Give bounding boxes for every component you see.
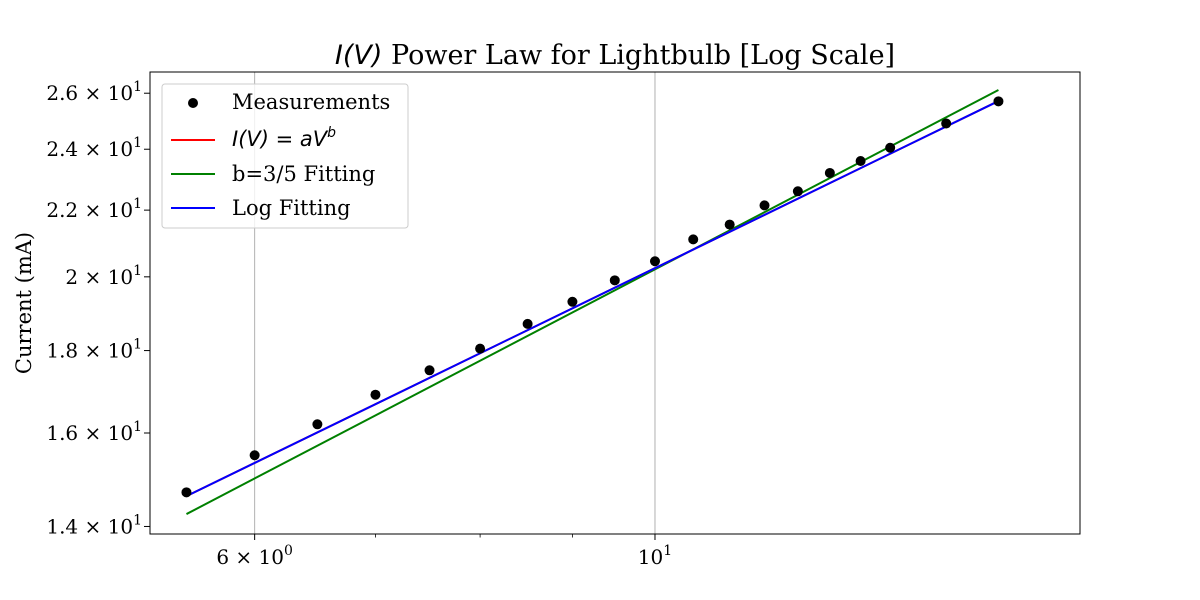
data-point (885, 142, 896, 153)
chart-title-text: Power Law for Lightbulb [Log Scale] (382, 40, 895, 71)
y-tick-label: 2.2 × 101 (46, 196, 142, 222)
data-point (181, 487, 192, 498)
y-tick-label: 1.8 × 101 (46, 337, 142, 363)
legend-label-measurements: Measurements (232, 90, 390, 114)
x-tick-label: 101 (638, 543, 672, 569)
data-point (855, 155, 866, 166)
legend: Measurements I(V) = aVb b=3/5 Fitting Lo… (161, 83, 409, 229)
plot-frame (149, 71, 1081, 535)
data-point (312, 419, 323, 430)
legend-box (161, 83, 409, 229)
legend-label-b35: b=3/5 Fitting (232, 162, 375, 186)
data-point (522, 318, 533, 329)
y-tick-label: 2.6 × 101 (46, 79, 142, 105)
data-point (567, 296, 578, 307)
x-axis-ticks: 6 × 100 101 (216, 534, 672, 569)
data-point (424, 365, 435, 376)
data-point (370, 389, 381, 400)
legend-label-power-law-sup: b (327, 125, 336, 141)
data-point (824, 167, 835, 178)
y-tick-label: 2 × 101 (65, 263, 142, 289)
data-point (249, 450, 260, 461)
y-tick-label: 1.6 × 101 (46, 419, 142, 445)
data-point (759, 200, 770, 211)
data-point (724, 219, 735, 230)
data-point (688, 234, 699, 245)
y-axis-label: Current (mA) (12, 232, 36, 374)
y-tick-label: 2.4 × 101 (46, 135, 142, 161)
series-line-log-fitting (186, 100, 999, 498)
data-point (609, 275, 620, 286)
data-point (792, 186, 803, 197)
data-point (649, 256, 660, 267)
legend-label-power-law: I(V) = aVb (232, 125, 336, 151)
chart-title: I(V) Power Law for Lightbulb [Log Scale] (335, 40, 895, 71)
y-tick-label: 1.4 × 101 (46, 512, 142, 538)
data-point (941, 118, 952, 129)
legend-label-log-fitting: Log Fitting (232, 196, 351, 220)
series-layer (181, 89, 1004, 515)
legend-marker-measurements (188, 98, 198, 108)
chart-title-math: I(V) (335, 40, 383, 71)
legend-label-power-law-base: I(V) = aV (232, 127, 329, 151)
data-point (475, 343, 486, 354)
data-point (993, 96, 1004, 107)
x-tick-label: 6 × 100 (216, 543, 293, 569)
y-axis-ticks: 1.4 × 101 1.6 × 101 1.8 × 101 2 × 101 2.2 × … (46, 79, 150, 538)
